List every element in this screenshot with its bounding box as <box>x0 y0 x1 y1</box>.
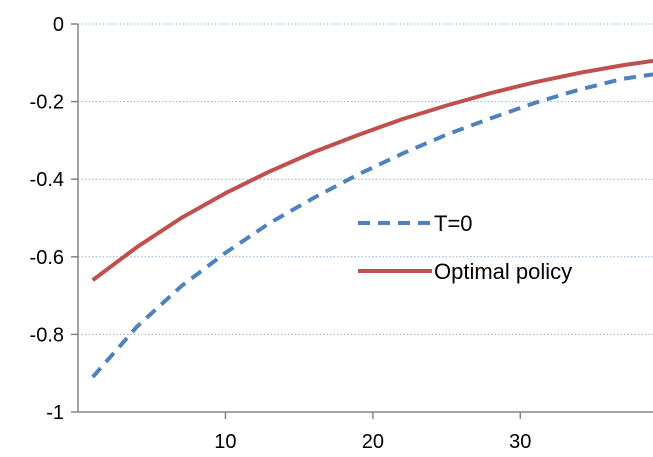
y-tick-label: -0.6 <box>30 247 64 269</box>
y-tick-label: 0 <box>53 14 64 36</box>
y-axis-ticks: 0 -0.2 -0.4 -0.6 -0.8 -1 <box>30 14 78 424</box>
axes <box>77 24 653 413</box>
grid-lines <box>78 23 653 335</box>
y-tick-label: -0.4 <box>30 169 64 191</box>
series-lines <box>91 58 653 379</box>
y-tick-label: -0.2 <box>30 92 64 114</box>
series-line-optimal-policy <box>91 58 653 282</box>
x-tick-label: 30 <box>509 431 531 453</box>
legend-label-optimal-policy: Optimal policy <box>434 259 572 284</box>
legend-label-t0: T=0 <box>434 211 473 236</box>
y-tick-label: -1 <box>46 402 64 424</box>
x-tick-label: 10 <box>214 431 236 453</box>
y-tick-label: -0.8 <box>30 324 64 346</box>
x-tick-label: 20 <box>362 431 384 453</box>
x-axis-ticks: 10 20 30 <box>214 412 531 453</box>
series-line-t0 <box>91 72 653 379</box>
legend: T=0 Optimal policy <box>358 211 572 284</box>
